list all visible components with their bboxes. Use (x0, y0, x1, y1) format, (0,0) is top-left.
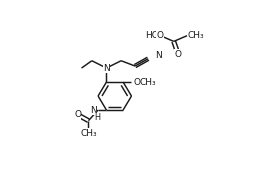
Text: H: H (94, 113, 100, 122)
Text: N: N (90, 106, 97, 115)
Text: CH₃: CH₃ (80, 129, 97, 138)
Text: N: N (103, 63, 110, 72)
Text: O: O (175, 49, 182, 59)
Text: O: O (74, 110, 81, 119)
Text: CH₃: CH₃ (188, 31, 204, 40)
Text: CH₃: CH₃ (139, 78, 156, 86)
Text: O: O (157, 31, 164, 40)
Text: O: O (133, 78, 140, 86)
Text: HO: HO (145, 31, 158, 40)
Text: N: N (156, 51, 162, 60)
Text: N: N (155, 51, 162, 60)
